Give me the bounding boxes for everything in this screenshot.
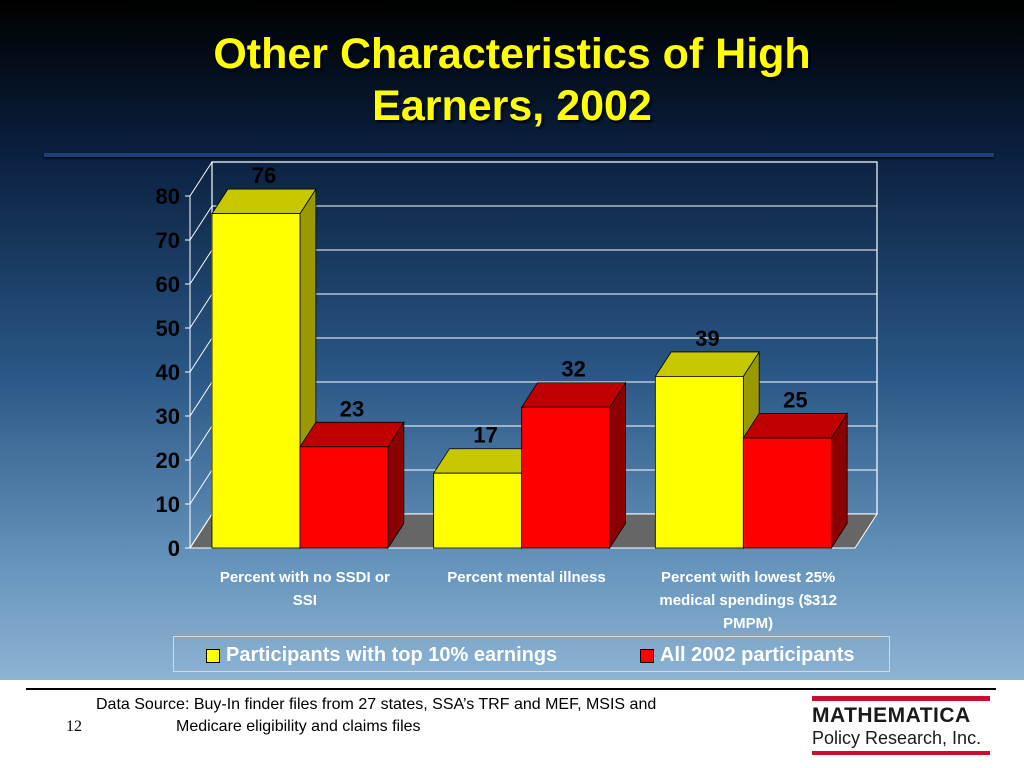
chart-side-edge bbox=[189, 513, 213, 549]
title-underline bbox=[44, 153, 994, 157]
source-line-1: Data Source: Buy-In finder files from 27… bbox=[96, 696, 657, 713]
category-label: SSI bbox=[293, 592, 317, 609]
y-tick-label: 80 bbox=[156, 184, 180, 209]
gridline-side bbox=[189, 425, 213, 461]
y-axis-ticks: 0 10 20 30 40 50 60 70 80 bbox=[156, 184, 190, 561]
chart-legend: Participants with top 10% earnings All 2… bbox=[173, 636, 890, 672]
chart-value-labels: 76 23 17 32 39 25 bbox=[252, 163, 808, 448]
slide-background bbox=[0, 0, 1024, 680]
category-label: PMPM) bbox=[723, 615, 773, 632]
gridline-side bbox=[189, 249, 213, 285]
y-tick-label: 40 bbox=[156, 360, 180, 385]
bar-top bbox=[211, 188, 317, 215]
slide-title: Other Characteristics of High Earners, 2… bbox=[0, 28, 1024, 132]
bar bbox=[742, 437, 832, 549]
page-number: 12 bbox=[66, 718, 82, 735]
gridline-side bbox=[189, 469, 213, 505]
bar-chart: 0 10 20 30 40 50 60 70 80 76 23 17 32 39 25 Percent w… bbox=[155, 161, 877, 632]
y-tick-label: 70 bbox=[156, 228, 180, 253]
y-tick-label: 60 bbox=[156, 272, 180, 297]
bar bbox=[433, 472, 523, 549]
bar-top bbox=[742, 413, 848, 439]
bar-value-label: 25 bbox=[783, 388, 807, 413]
bar-value-label: 17 bbox=[473, 423, 497, 448]
bar-value-label: 32 bbox=[561, 357, 585, 382]
x-axis-category-labels: Percent with no SSDI or SSI Percent mental… bbox=[220, 569, 837, 632]
legend-item-series-1: Participants with top 10% earnings bbox=[206, 644, 557, 667]
bar bbox=[211, 213, 301, 549]
title-line-2: Earners, 2002 bbox=[372, 82, 652, 130]
bar-top bbox=[654, 351, 760, 377]
y-tick-label: 20 bbox=[156, 448, 180, 473]
bar-side bbox=[609, 381, 626, 550]
category-label: Percent with no SSDI or bbox=[220, 569, 390, 586]
category-label: Percent mental illness bbox=[447, 569, 605, 586]
logo-subtitle: Policy Research, Inc. bbox=[812, 728, 982, 748]
gridline-side bbox=[189, 161, 213, 197]
bar-value-label: 76 bbox=[252, 163, 276, 188]
gridline-side bbox=[189, 293, 213, 329]
legend-label-series-2: All 2002 participants bbox=[660, 644, 855, 666]
gridline-side bbox=[189, 381, 213, 417]
category-label: medical spendings ($312 bbox=[659, 592, 837, 609]
bar bbox=[299, 446, 389, 549]
mathematica-logo: MATHEMATICA Policy Research, Inc. bbox=[812, 696, 992, 755]
y-tick-label: 0 bbox=[168, 536, 180, 561]
category-label: Percent with lowest 25% bbox=[661, 569, 835, 586]
chart-bars bbox=[211, 187, 848, 550]
logo-bottom-bar bbox=[812, 751, 990, 755]
bar-value-label: 39 bbox=[695, 326, 719, 351]
data-source-note: Data Source: Buy-In finder files from 27… bbox=[96, 694, 816, 738]
bar-top bbox=[299, 421, 405, 448]
legend-label-series-1: Participants with top 10% earnings bbox=[226, 644, 558, 666]
bar bbox=[654, 375, 744, 549]
logo-name: MATHEMATICA bbox=[812, 704, 971, 727]
bar-value-label: 23 bbox=[340, 396, 364, 421]
bar bbox=[521, 406, 611, 549]
footer-divider bbox=[26, 688, 996, 690]
title-line-1: Other Characteristics of High bbox=[213, 30, 811, 78]
y-tick-label: 10 bbox=[156, 492, 180, 517]
y-tick-label: 30 bbox=[156, 404, 180, 429]
gridline-side bbox=[189, 337, 213, 373]
legend-swatch-series-1 bbox=[206, 648, 220, 663]
legend-swatch-series-2 bbox=[640, 648, 654, 663]
bar-top bbox=[520, 382, 627, 408]
gridline-side bbox=[189, 205, 213, 241]
legend-item-series-2: All 2002 participants bbox=[640, 644, 855, 667]
y-tick-label: 50 bbox=[156, 316, 180, 341]
source-line-2: Medicare eligibility and claims files bbox=[176, 718, 421, 735]
logo-top-bar bbox=[812, 696, 990, 701]
